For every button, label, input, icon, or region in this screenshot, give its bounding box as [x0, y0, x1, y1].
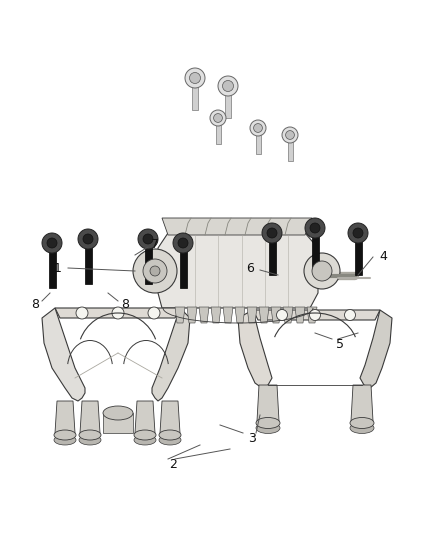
Text: 8: 8 [31, 298, 39, 311]
Polygon shape [271, 307, 281, 323]
Polygon shape [135, 401, 155, 433]
Polygon shape [42, 308, 85, 401]
Polygon shape [238, 310, 272, 388]
Text: 1: 1 [54, 262, 62, 274]
Circle shape [83, 234, 93, 244]
Text: 2: 2 [169, 458, 177, 472]
Polygon shape [175, 307, 185, 323]
Text: 8: 8 [121, 298, 129, 311]
Text: 7: 7 [151, 238, 159, 252]
Circle shape [312, 261, 332, 281]
Bar [268, 233, 276, 275]
Ellipse shape [103, 406, 133, 420]
Polygon shape [257, 385, 279, 421]
Text: 3: 3 [248, 432, 256, 445]
Polygon shape [103, 413, 133, 433]
Bar [145, 239, 152, 284]
Ellipse shape [134, 435, 156, 445]
Circle shape [254, 124, 262, 132]
Polygon shape [307, 307, 317, 323]
Ellipse shape [350, 417, 374, 429]
Circle shape [262, 223, 282, 243]
Circle shape [345, 310, 356, 320]
Circle shape [214, 114, 223, 123]
Bar [180, 243, 187, 288]
Circle shape [143, 259, 167, 283]
Circle shape [143, 234, 153, 244]
Polygon shape [223, 307, 233, 323]
Polygon shape [55, 308, 180, 318]
Circle shape [353, 228, 363, 238]
Circle shape [185, 68, 205, 88]
Polygon shape [253, 310, 380, 320]
Ellipse shape [54, 435, 76, 445]
Circle shape [178, 238, 188, 248]
Circle shape [250, 120, 266, 136]
Circle shape [190, 72, 201, 84]
Polygon shape [162, 218, 312, 235]
Polygon shape [211, 307, 221, 323]
Bar [192, 78, 198, 110]
Circle shape [304, 253, 340, 289]
Bar [287, 135, 293, 161]
Circle shape [76, 307, 88, 319]
Circle shape [223, 80, 233, 92]
Polygon shape [187, 307, 197, 323]
Ellipse shape [159, 430, 181, 440]
Polygon shape [199, 307, 209, 323]
Bar [255, 128, 261, 154]
Circle shape [112, 307, 124, 319]
Bar [49, 243, 56, 288]
Ellipse shape [79, 435, 101, 445]
Polygon shape [247, 307, 257, 323]
Text: 4: 4 [379, 251, 387, 263]
Circle shape [42, 233, 62, 253]
Polygon shape [235, 307, 245, 323]
Circle shape [276, 310, 287, 320]
Text: 5: 5 [336, 338, 344, 351]
Ellipse shape [134, 430, 156, 440]
Circle shape [218, 76, 238, 96]
Ellipse shape [350, 423, 374, 433]
Bar [354, 233, 361, 275]
Polygon shape [360, 310, 392, 388]
Circle shape [310, 310, 321, 320]
Polygon shape [351, 385, 373, 421]
Circle shape [150, 266, 160, 276]
Ellipse shape [256, 417, 280, 429]
Ellipse shape [256, 423, 280, 433]
Circle shape [47, 238, 57, 248]
Circle shape [173, 233, 193, 253]
Polygon shape [152, 308, 190, 401]
Ellipse shape [79, 430, 101, 440]
Polygon shape [283, 307, 293, 323]
Polygon shape [259, 307, 269, 323]
Ellipse shape [54, 430, 76, 440]
Bar [215, 118, 220, 144]
Bar [311, 228, 318, 270]
Circle shape [210, 110, 226, 126]
Bar [85, 239, 92, 284]
Circle shape [148, 307, 160, 319]
Polygon shape [158, 233, 318, 308]
Circle shape [267, 228, 277, 238]
Circle shape [310, 223, 320, 233]
Polygon shape [295, 307, 305, 323]
Text: 6: 6 [246, 262, 254, 274]
Circle shape [305, 218, 325, 238]
Circle shape [138, 229, 158, 249]
Circle shape [348, 223, 368, 243]
Circle shape [286, 131, 294, 140]
Circle shape [282, 127, 298, 143]
Bar [225, 86, 231, 118]
Circle shape [133, 249, 177, 293]
Polygon shape [55, 401, 75, 433]
Ellipse shape [159, 435, 181, 445]
Polygon shape [80, 401, 100, 433]
Polygon shape [160, 401, 180, 433]
Circle shape [78, 229, 98, 249]
